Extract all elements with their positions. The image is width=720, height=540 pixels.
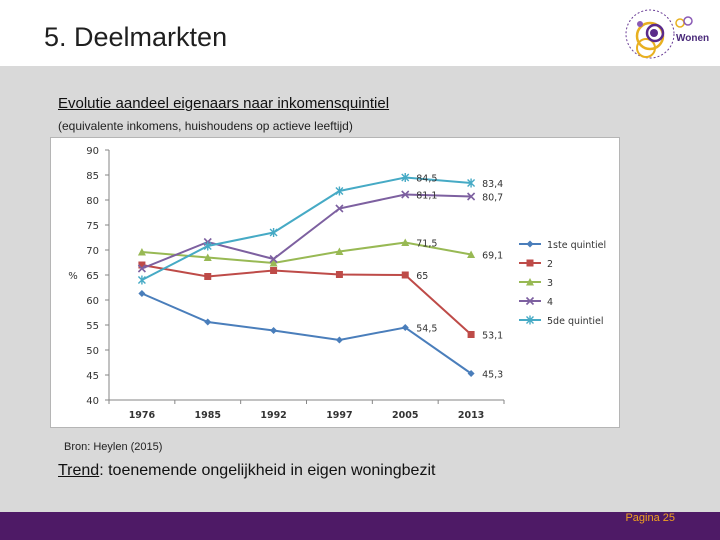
data-point xyxy=(467,192,476,201)
legend-label: 1ste quintiel xyxy=(547,240,606,251)
y-tick-label: 65 xyxy=(86,271,99,282)
data-point xyxy=(270,267,278,274)
data-point xyxy=(203,241,212,251)
data-point xyxy=(138,261,146,269)
y-tick-label: 45 xyxy=(86,371,99,382)
data-point xyxy=(401,271,409,279)
data-label: 53,1 xyxy=(482,331,503,342)
trend-text: : toenemende ongelijkheid in eigen wonin… xyxy=(99,462,436,479)
legend-label: 4 xyxy=(547,297,553,308)
legend-label: 5de quintiel xyxy=(547,316,604,327)
x-tick-label: 1992 xyxy=(260,410,286,421)
data-point xyxy=(269,259,278,267)
x-tick-label: 1997 xyxy=(326,410,352,421)
data-point xyxy=(137,275,146,285)
data-point xyxy=(335,204,344,213)
slide-header: 5. Deelmarkten Wonen xyxy=(0,0,720,66)
data-point xyxy=(335,186,344,196)
x-tick-label: 2005 xyxy=(392,410,418,421)
data-label: 83,4 xyxy=(482,179,503,190)
legend-marker xyxy=(525,296,535,306)
y-tick-label: 70 xyxy=(86,246,99,257)
series-line-1 xyxy=(141,292,472,375)
wonen-logo: Wonen xyxy=(618,6,718,62)
data-point xyxy=(335,247,344,255)
data-label: 45,3 xyxy=(482,370,503,381)
chart-title: Evolutie aandeel eigenaars naar inkomens… xyxy=(58,95,390,112)
data-point xyxy=(138,290,146,297)
data-label: 71,5 xyxy=(416,239,437,250)
data-label: 54,5 xyxy=(416,324,437,335)
legend-marker xyxy=(526,278,534,286)
data-point xyxy=(270,327,278,334)
data-label: 81,1 xyxy=(416,191,437,202)
y-tick-label: 90 xyxy=(86,146,99,157)
slide-title: 5. Deelmarkten xyxy=(44,22,228,52)
data-point xyxy=(467,370,475,377)
y-tick-label: 50 xyxy=(86,346,99,357)
data-point xyxy=(467,331,475,338)
y-tick-label: 40 xyxy=(86,396,99,407)
data-label: 84,5 xyxy=(416,174,437,185)
data-point xyxy=(401,190,410,199)
y-tick-label: 85 xyxy=(86,171,99,182)
x-tick-label: 1985 xyxy=(195,410,221,421)
data-point xyxy=(203,253,212,261)
logo-emblem-icon xyxy=(625,9,693,59)
data-point xyxy=(269,254,278,264)
data-point xyxy=(269,228,278,237)
data-label: 65 xyxy=(416,271,428,282)
y-tick-label: 55 xyxy=(86,321,99,332)
series-line-4 xyxy=(141,193,472,270)
trend-statement: Trend: toenemende ongelijkheid in eigen … xyxy=(58,462,435,480)
chart-subtitle: (equivalente inkomens, huishoudens op ac… xyxy=(58,119,353,133)
data-point xyxy=(401,324,409,331)
y-tick-label: 75 xyxy=(86,221,99,232)
series-line-5 xyxy=(141,176,472,281)
source-note: Bron: Heylen (2015) xyxy=(64,441,163,453)
series-line-3 xyxy=(141,241,472,265)
data-point xyxy=(335,271,343,278)
data-point xyxy=(335,336,343,344)
data-point xyxy=(467,178,476,188)
logo-text: Wonen xyxy=(676,33,710,44)
data-point xyxy=(137,264,146,273)
slide-footer: Pagina 25 xyxy=(0,512,720,540)
data-point xyxy=(467,250,476,258)
series-line-2 xyxy=(141,264,472,336)
legend-label: 3 xyxy=(547,278,553,289)
y-tick-label: 80 xyxy=(86,196,99,207)
data-label: 69,1 xyxy=(482,251,503,262)
data-label: 80,7 xyxy=(482,193,503,204)
data-point xyxy=(204,273,212,280)
y-axis-label: % xyxy=(68,271,78,282)
data-point xyxy=(137,248,146,256)
y-tick-label: 60 xyxy=(86,296,99,307)
data-point xyxy=(401,173,410,182)
data-point xyxy=(204,318,212,326)
line-chart: 40 45 50 55 60 65 70 75 80 85 90% 1976 1985 1992 1997 2… xyxy=(68,146,606,421)
x-tick-label: 1976 xyxy=(129,410,156,421)
legend-marker xyxy=(526,259,534,267)
page-number: Pagina 25 xyxy=(625,512,675,524)
legend-marker xyxy=(526,315,534,325)
trend-label: Trend xyxy=(58,462,100,479)
legend-marker xyxy=(526,240,534,248)
chart-container: 40 45 50 55 60 65 70 75 80 85 90% 1976 1985 1992 1997 2… xyxy=(50,137,620,428)
legend-label: 2 xyxy=(547,259,553,270)
x-tick-label: 2013 xyxy=(458,410,484,421)
data-point xyxy=(401,238,410,246)
